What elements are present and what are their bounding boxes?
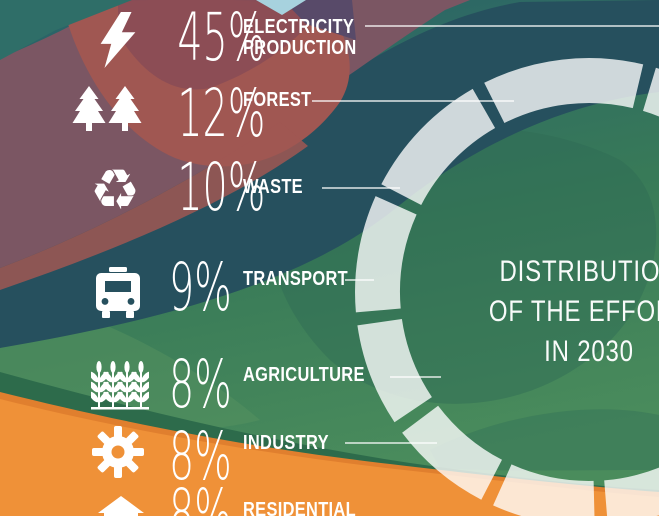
donut-segment-waste [381, 88, 496, 205]
background-red-edge [0, 122, 308, 290]
bus-icon [96, 267, 140, 318]
house-icon [98, 496, 144, 516]
background-orange-band [0, 399, 659, 516]
leader-lines [312, 25, 659, 444]
background-teal-corner [0, 0, 132, 60]
chart-title-line: DISTRIBUTION [499, 255, 659, 288]
gear-icon [92, 426, 144, 478]
sector-label: ELECTRICITY PRODUCTION [243, 16, 357, 59]
sector-value: 12% [177, 75, 266, 152]
sector-value: 8% [168, 418, 232, 495]
donut-segment-transport [355, 196, 417, 313]
pine-trees-icon [72, 86, 142, 131]
sector-value: 8% [168, 346, 232, 423]
sector-value: 9% [168, 249, 232, 326]
lightning-icon [100, 12, 136, 68]
donut-segment-residential [493, 464, 595, 516]
sector-value: 45% [177, 0, 266, 76]
sector-label: AGRICULTURE [243, 364, 365, 386]
chart-title-line: IN 2030 [544, 335, 634, 368]
background-maroon-shape [118, 0, 330, 90]
donut-segment-electricity-production [604, 67, 659, 516]
background-lightblue-sliver [256, 0, 306, 15]
wheat-icon [91, 361, 149, 410]
background-purple-wedge [283, 0, 356, 40]
sector-value: 10% [177, 149, 266, 226]
donut-segment-forest [484, 58, 644, 123]
sector-value: 8% [168, 475, 232, 516]
sector-label: FOREST [243, 89, 312, 111]
donut-segment-agriculture [357, 319, 432, 423]
donut-segments [355, 58, 659, 516]
recycle-icon: ♻ [89, 158, 141, 223]
donut-segment-industry [402, 405, 502, 500]
sector-label: RESIDENTIAL [243, 499, 356, 516]
sector-label: TRANSPORT [243, 268, 348, 290]
chart-title: DISTRIBUTION OF THE EFFORT IN 2030 [464, 252, 659, 372]
sector-label: INDUSTRY [243, 432, 329, 454]
chart-title-line: OF THE EFFORT [488, 295, 659, 328]
sector-label: WASTE [243, 176, 303, 198]
